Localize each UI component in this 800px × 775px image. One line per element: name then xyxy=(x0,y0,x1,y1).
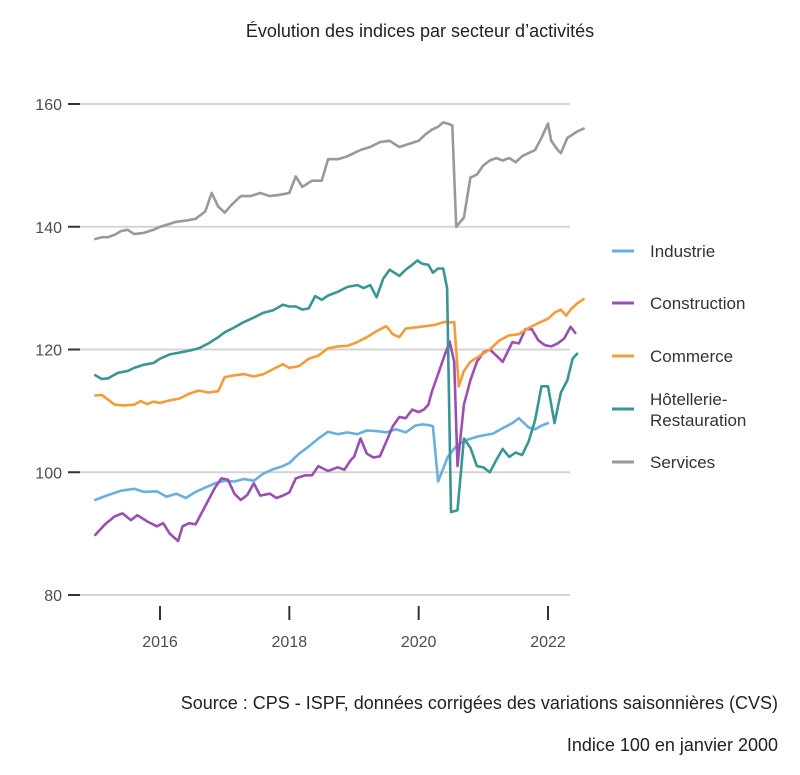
x-tick-label-2018: 2018 xyxy=(272,634,308,651)
legend-label-4: Services xyxy=(650,453,715,472)
legend-label-1: Construction xyxy=(650,294,745,313)
x-axis: 2016 2018 2020 2022 xyxy=(142,606,566,651)
y-tick-label-100: 100 xyxy=(35,465,62,482)
index-note: Indice 100 en janvier 2000 xyxy=(566,735,778,755)
x-tick-label-2020: 2020 xyxy=(401,634,437,651)
x-tick-label-2016: 2016 xyxy=(142,634,178,651)
gridlines xyxy=(78,103,570,596)
chart-title: Évolution des indices par secteur d’acti… xyxy=(246,21,594,41)
y-tick-label-140: 140 xyxy=(35,220,62,237)
legend: Industrie Construction Commerce Hôtellerie-… xyxy=(612,242,746,472)
series-lines xyxy=(94,121,585,543)
legend-label-0: Industrie xyxy=(650,242,715,261)
series-line-1 xyxy=(94,325,577,543)
series-line-0 xyxy=(94,416,550,502)
legend-label-3: Hôtellerie-Restauration xyxy=(650,390,746,430)
x-tick-label-2022: 2022 xyxy=(530,634,566,651)
series-line-3 xyxy=(94,259,579,514)
series-line-2 xyxy=(94,297,585,407)
y-tick-label-80: 80 xyxy=(44,588,62,605)
y-tick-label-120: 120 xyxy=(35,343,62,360)
y-axis: 80 100 120 140 160 xyxy=(35,97,80,605)
source-caption: Source : CPS - ISPF, données corrigées d… xyxy=(180,693,778,713)
legend-label-2: Commerce xyxy=(650,347,733,366)
series-line-4 xyxy=(94,121,585,241)
y-tick-label-160: 160 xyxy=(35,97,62,114)
line-chart: Évolution des indices par secteur d’acti… xyxy=(35,21,746,651)
